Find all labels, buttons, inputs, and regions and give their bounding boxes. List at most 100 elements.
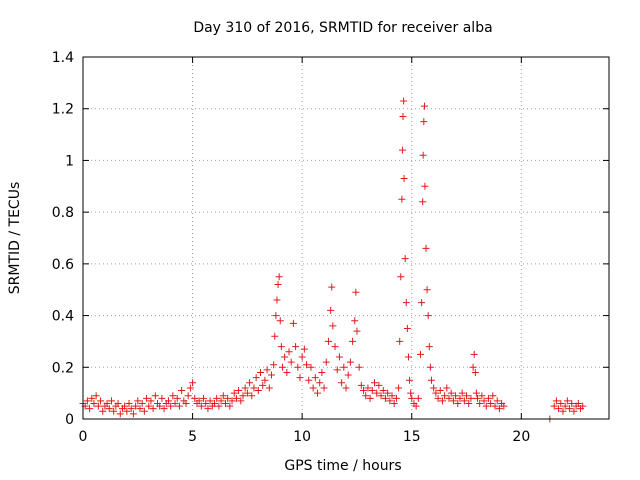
data-point — [160, 405, 168, 413]
data-point — [500, 402, 508, 410]
data-point — [438, 397, 446, 405]
data-point — [318, 368, 326, 376]
data-point — [246, 379, 254, 387]
x-tick-label: 15 — [403, 429, 421, 445]
data-point — [552, 397, 560, 405]
data-point — [445, 394, 453, 402]
data-point — [298, 353, 306, 361]
data-point — [493, 397, 501, 405]
data-point — [173, 394, 181, 402]
data-point — [226, 402, 234, 410]
data-point — [252, 374, 260, 382]
data-point — [362, 392, 370, 400]
data-point — [338, 379, 346, 387]
data-point — [202, 399, 210, 407]
data-point — [401, 255, 409, 263]
data-point — [213, 394, 221, 402]
data-point — [145, 402, 153, 410]
data-point — [267, 371, 275, 379]
data-point — [495, 405, 503, 413]
data-point — [384, 389, 392, 397]
data-point — [476, 399, 484, 407]
data-point — [248, 392, 256, 400]
data-point — [324, 337, 332, 345]
data-point — [235, 387, 243, 395]
data-point — [86, 405, 94, 413]
data-point — [480, 397, 488, 405]
data-point — [151, 392, 159, 400]
data-point — [482, 402, 490, 410]
data-point — [285, 348, 293, 356]
y-tick-label: 0 — [65, 412, 74, 428]
data-point — [305, 376, 313, 384]
data-point — [283, 368, 291, 376]
data-point — [116, 410, 124, 418]
data-point — [399, 112, 407, 120]
data-point — [191, 394, 199, 402]
data-point — [277, 343, 285, 351]
data-point — [273, 296, 281, 304]
data-point — [307, 363, 315, 371]
data-point — [397, 273, 405, 281]
data-point — [219, 392, 227, 400]
data-point — [167, 402, 175, 410]
data-point — [335, 353, 343, 361]
data-point — [114, 399, 122, 407]
data-point — [557, 399, 565, 407]
plot-frame — [82, 56, 610, 420]
data-point — [421, 182, 429, 190]
y-tick-label: 0.2 — [52, 360, 74, 376]
data-point — [125, 399, 133, 407]
data-point — [406, 376, 414, 384]
data-point — [215, 402, 223, 410]
data-point — [566, 405, 574, 413]
data-point — [407, 389, 415, 397]
x-tick-label: 5 — [188, 429, 197, 445]
data-point — [129, 410, 137, 418]
data-point — [243, 389, 251, 397]
data-point — [472, 389, 480, 397]
data-point — [420, 102, 428, 110]
data-point — [424, 312, 432, 320]
data-point — [342, 384, 350, 392]
data-point — [186, 384, 194, 392]
data-point — [487, 399, 495, 407]
data-point — [230, 389, 238, 397]
data-point — [441, 392, 449, 400]
data-point — [574, 399, 582, 407]
data-point — [322, 358, 330, 366]
data-point — [474, 394, 481, 402]
data-point — [454, 399, 462, 407]
data-point — [568, 399, 576, 407]
data-point — [92, 392, 100, 400]
data-point — [563, 397, 571, 405]
data-point — [239, 392, 247, 400]
data-point — [164, 397, 172, 405]
data-point — [314, 389, 322, 397]
data-point — [396, 337, 404, 345]
data-point — [294, 363, 302, 371]
data-point — [206, 397, 214, 405]
x-tick-label: 10 — [293, 429, 311, 445]
data-point — [357, 381, 365, 389]
chart-title: Day 310 of 2016, SRMTID for receiver alb… — [193, 20, 492, 36]
data-point — [434, 394, 442, 402]
data-point — [403, 325, 411, 332]
data-point — [388, 392, 396, 400]
data-point — [217, 397, 225, 405]
y-tick-label: 1.4 — [52, 50, 74, 66]
data-points — [79, 97, 587, 423]
data-point — [184, 392, 192, 400]
y-tick-label: 1 — [65, 153, 74, 169]
data-point — [138, 399, 146, 407]
data-point — [471, 368, 479, 376]
data-point — [221, 399, 229, 407]
data-point — [395, 384, 403, 392]
data-point — [327, 306, 335, 314]
data-point — [352, 288, 360, 296]
data-point — [443, 384, 451, 392]
data-point — [296, 374, 304, 382]
data-point — [287, 358, 295, 366]
data-point — [189, 379, 197, 387]
data-point — [489, 392, 497, 400]
